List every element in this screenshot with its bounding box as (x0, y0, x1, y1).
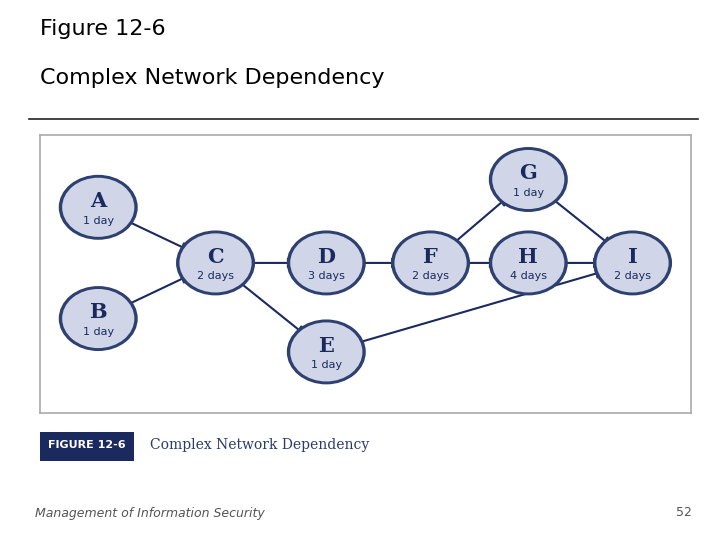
Text: A: A (90, 191, 107, 211)
Ellipse shape (490, 148, 567, 211)
Text: 1 day: 1 day (83, 215, 114, 226)
Text: 2 days: 2 days (412, 271, 449, 281)
Ellipse shape (177, 232, 254, 294)
Text: Management of Information Security: Management of Information Security (35, 507, 265, 519)
Ellipse shape (491, 149, 565, 210)
Text: FIGURE 12-6: FIGURE 12-6 (48, 440, 125, 450)
Ellipse shape (595, 232, 670, 294)
Ellipse shape (179, 232, 253, 294)
Text: 1 day: 1 day (311, 360, 342, 370)
Text: 1 day: 1 day (513, 188, 544, 198)
Text: 1 day: 1 day (83, 327, 114, 337)
Text: Figure 12-6: Figure 12-6 (40, 18, 165, 39)
FancyBboxPatch shape (40, 432, 134, 461)
Ellipse shape (288, 232, 365, 294)
Ellipse shape (61, 288, 135, 349)
Ellipse shape (594, 232, 671, 294)
Text: E: E (318, 336, 334, 356)
Text: G: G (519, 164, 537, 184)
Text: B: B (89, 302, 107, 322)
Text: D: D (318, 247, 336, 267)
Ellipse shape (60, 287, 137, 350)
Text: 3 days: 3 days (308, 271, 345, 281)
Text: F: F (423, 247, 438, 267)
Ellipse shape (61, 177, 135, 238)
Text: 52: 52 (676, 507, 692, 519)
Text: H: H (518, 247, 539, 267)
Ellipse shape (393, 232, 468, 294)
Ellipse shape (289, 321, 364, 382)
Text: C: C (207, 247, 224, 267)
Text: 4 days: 4 days (510, 271, 546, 281)
Ellipse shape (60, 176, 137, 239)
Ellipse shape (392, 232, 469, 294)
Text: I: I (628, 247, 637, 267)
Text: 2 days: 2 days (197, 271, 234, 281)
Text: Complex Network Dependency: Complex Network Dependency (150, 438, 369, 452)
Ellipse shape (289, 232, 364, 294)
Ellipse shape (491, 232, 565, 294)
Ellipse shape (490, 232, 567, 294)
Ellipse shape (288, 321, 365, 383)
Text: Complex Network Dependency: Complex Network Dependency (40, 68, 384, 89)
Text: 2 days: 2 days (614, 271, 651, 281)
